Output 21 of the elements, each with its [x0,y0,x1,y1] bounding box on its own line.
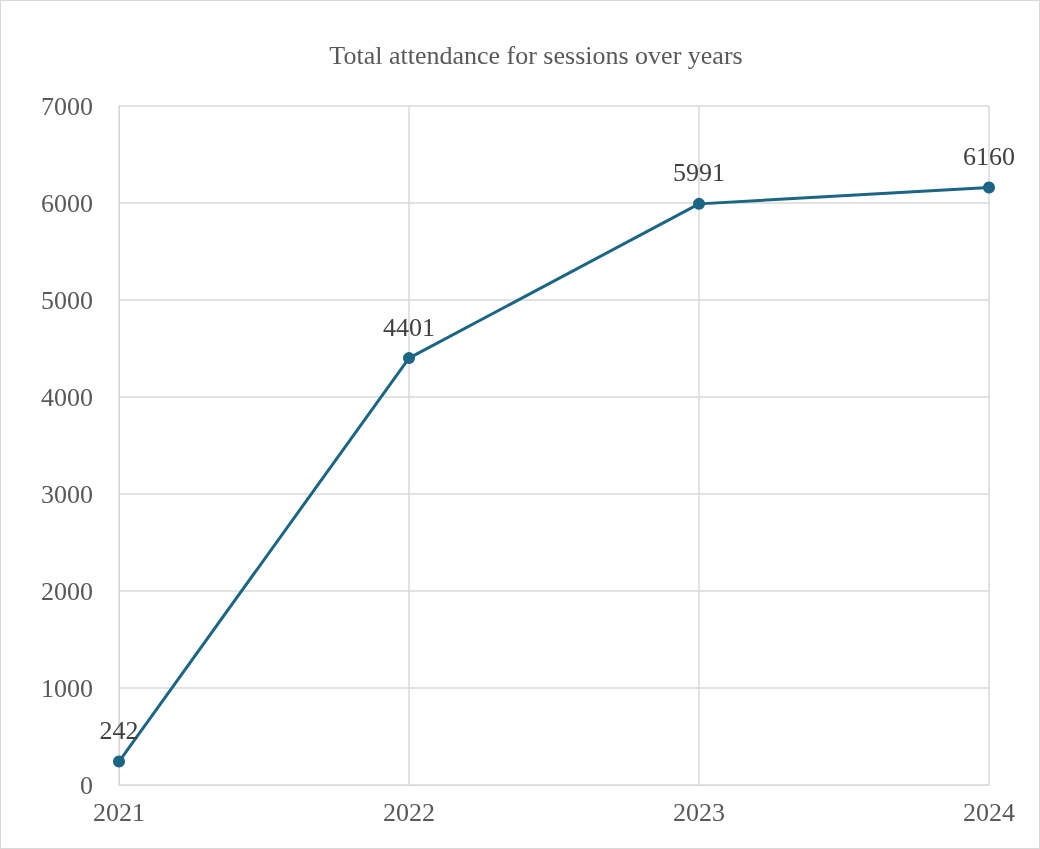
y-tick-label: 3000 [41,479,93,509]
data-label: 5991 [673,158,725,188]
data-label: 4401 [383,312,435,342]
point [693,197,705,210]
y-tick-label: 2000 [41,576,93,606]
point [113,755,125,768]
x-tick-label: 2024 [963,797,1015,827]
y-tick-label: 0 [80,770,93,800]
x-tick-label: 2021 [93,797,145,827]
data-label: 6160 [963,141,1015,171]
y-tick-label: 6000 [41,188,93,218]
x-tick-label: 2022 [383,797,435,827]
y-tick-label: 1000 [41,673,93,703]
y-tick-label: 5000 [41,285,93,315]
point [983,181,995,194]
chart-title: Total attendance for sessions over years [329,40,743,70]
y-tick-label: 4000 [41,382,93,412]
data-label: 242 [99,716,139,746]
point [403,352,415,365]
y-tick-label: 7000 [41,91,93,121]
x-tick-label: 2023 [673,797,725,827]
